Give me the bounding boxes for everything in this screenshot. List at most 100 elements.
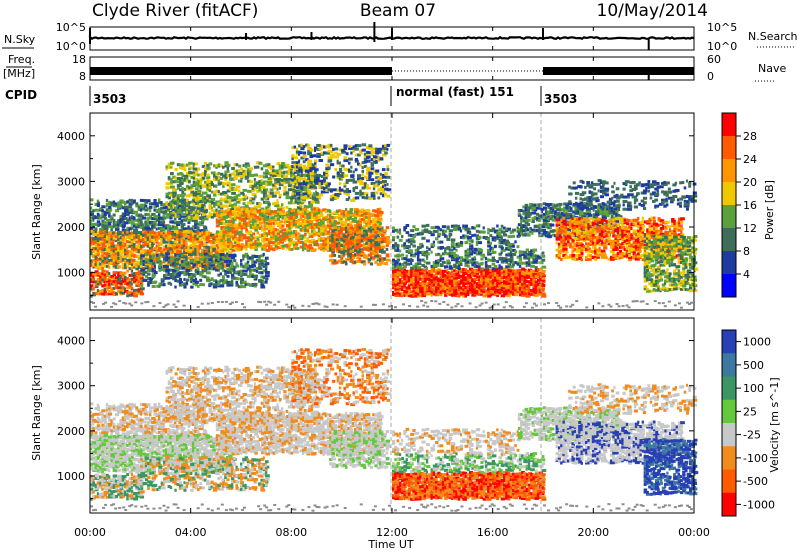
echo-cell bbox=[259, 224, 262, 227]
echo-cell bbox=[122, 231, 124, 234]
echo-cell bbox=[174, 218, 177, 221]
echo-cell bbox=[322, 224, 325, 227]
echo-cell bbox=[300, 174, 303, 177]
nsky-label: N.Sky bbox=[4, 33, 36, 46]
echo-cell bbox=[257, 210, 259, 213]
echo-cell bbox=[220, 284, 225, 287]
echo-cell bbox=[329, 227, 332, 230]
echo-cell bbox=[296, 192, 301, 195]
echo-cell bbox=[243, 193, 245, 196]
echo-cell bbox=[309, 216, 311, 219]
echo-cell bbox=[315, 209, 317, 212]
echo-cell bbox=[315, 240, 318, 243]
echo-cell bbox=[449, 272, 451, 275]
echo-cell bbox=[386, 236, 390, 239]
echo-cell bbox=[95, 280, 97, 283]
echo-cell bbox=[460, 275, 462, 278]
echo-cell bbox=[212, 247, 216, 250]
echo-cell bbox=[348, 179, 352, 182]
echo-cell bbox=[334, 254, 336, 257]
echo-cell bbox=[348, 196, 350, 199]
echo-cell bbox=[204, 192, 207, 195]
echo-cell bbox=[238, 194, 241, 197]
echo-cell bbox=[177, 202, 179, 205]
echo-cell bbox=[307, 144, 310, 147]
echo-cell bbox=[283, 171, 285, 174]
echo-cell bbox=[309, 163, 311, 166]
echo-cell bbox=[355, 196, 359, 199]
echo-cell bbox=[175, 213, 177, 216]
echo-cell bbox=[213, 205, 216, 208]
echo-cell bbox=[233, 259, 236, 262]
echo-cell bbox=[380, 173, 382, 176]
echo-cell bbox=[397, 278, 399, 281]
echo-cell bbox=[213, 267, 216, 270]
echo-cell bbox=[249, 180, 253, 183]
echo-cell bbox=[248, 224, 250, 227]
echo-cell bbox=[338, 232, 341, 235]
echo-cell bbox=[238, 190, 240, 193]
echo-cell bbox=[238, 205, 240, 208]
echo-cell bbox=[108, 235, 110, 238]
echo-cell bbox=[339, 168, 342, 171]
echo-cell bbox=[212, 245, 216, 248]
echo-cell bbox=[133, 237, 135, 240]
echo-cell bbox=[345, 208, 347, 211]
echo-cell bbox=[151, 248, 153, 251]
echo-cell bbox=[110, 235, 112, 238]
echo-cell bbox=[95, 252, 98, 255]
echo-cell bbox=[384, 184, 386, 187]
echo-cell bbox=[316, 174, 321, 177]
echo-cell bbox=[209, 189, 211, 192]
echo-cell bbox=[256, 166, 259, 169]
echo-cell bbox=[263, 218, 265, 221]
echo-cell bbox=[126, 277, 129, 280]
echo-cell bbox=[455, 289, 457, 292]
echo-cell bbox=[241, 218, 243, 221]
echo-cell bbox=[211, 181, 213, 184]
echo-cell bbox=[236, 185, 241, 188]
echo-cell bbox=[184, 188, 186, 191]
echo-cell bbox=[340, 251, 343, 254]
freq-label: Freq. bbox=[8, 53, 35, 66]
echo-cell bbox=[240, 259, 242, 262]
echo-cell bbox=[359, 164, 361, 167]
echo-cell bbox=[307, 160, 312, 163]
echo-cell bbox=[126, 294, 129, 297]
echo-cell bbox=[166, 213, 170, 216]
echo-cell bbox=[236, 201, 241, 204]
echo-cell bbox=[276, 191, 279, 194]
echo-cell bbox=[149, 231, 151, 234]
echo-cell bbox=[343, 174, 348, 177]
echo-cell bbox=[245, 248, 247, 251]
echo-cell bbox=[115, 235, 119, 238]
echo-cell bbox=[184, 168, 187, 171]
echo-cell bbox=[195, 278, 197, 281]
echo-cell bbox=[290, 174, 292, 177]
echo-cell bbox=[298, 182, 302, 185]
echo-cell bbox=[243, 208, 245, 211]
echo-cell bbox=[144, 205, 147, 208]
echo-cell bbox=[108, 250, 110, 253]
echo-cell bbox=[283, 175, 288, 178]
echo-cell bbox=[328, 150, 330, 153]
echo-cell bbox=[156, 238, 159, 241]
echo-cell bbox=[231, 192, 236, 195]
echo-cell bbox=[291, 165, 293, 168]
echo-cell bbox=[348, 190, 351, 193]
echo-cell bbox=[303, 192, 308, 195]
echo-cell bbox=[359, 210, 361, 213]
echo-cell bbox=[215, 164, 217, 167]
echo-cell bbox=[331, 239, 333, 242]
echo-cell bbox=[126, 236, 128, 239]
date-title: 10/May/2014 bbox=[597, 1, 709, 21]
echo-cell bbox=[218, 172, 220, 175]
echo-cell bbox=[117, 226, 119, 229]
echo-cell bbox=[383, 229, 387, 232]
echo-cell bbox=[165, 210, 167, 213]
echo-cell bbox=[222, 182, 226, 185]
echo-cell bbox=[243, 189, 247, 192]
echo-cell bbox=[209, 162, 213, 165]
echo-cell bbox=[183, 233, 185, 236]
